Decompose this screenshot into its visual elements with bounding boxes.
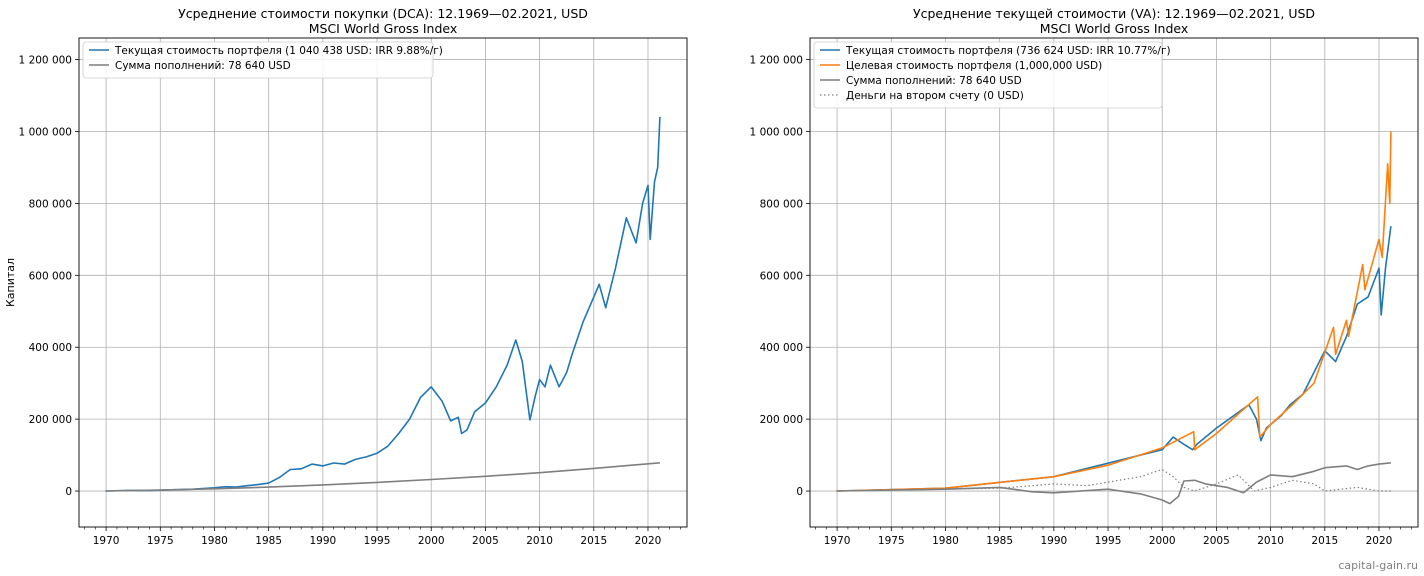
x-tick-label: 1975: [878, 535, 905, 547]
x-tick-label: 2010: [1257, 535, 1284, 547]
x-tick-label: 1970: [824, 535, 851, 547]
x-tick-label: 1970: [93, 535, 120, 547]
x-tick-label: 1995: [364, 535, 391, 547]
x-tick-label: 2010: [526, 535, 553, 547]
y-tick-label: 400 000: [29, 342, 72, 354]
series-line-1: [836, 226, 1392, 492]
legend-label-4: Деньги на втором счету (0 USD): [846, 90, 1024, 102]
series-line-2: [836, 131, 1392, 492]
axes-frame: [809, 37, 1419, 528]
legend-box: [813, 41, 1163, 109]
x-tick-label: 1980: [201, 535, 228, 547]
y-tick-label: 1 200 000: [750, 55, 803, 67]
y-tick-label: 200 000: [760, 414, 803, 426]
y-tick-label: 800 000: [29, 198, 72, 210]
x-tick-label: 2020: [1366, 535, 1393, 547]
x-tick-label: 2000: [1149, 535, 1176, 547]
chart-subtitle: MSCI World Gross Index: [1040, 21, 1189, 36]
x-tick-label: 1995: [1095, 535, 1122, 547]
x-tick-label: 2015: [580, 535, 607, 547]
x-tick-label: 1980: [932, 535, 959, 547]
y-tick-label: 0: [796, 486, 803, 498]
axes-frame: [78, 37, 688, 528]
x-tick-label: 2015: [1311, 535, 1338, 547]
x-tick-label: 1985: [986, 535, 1013, 547]
x-tick-label: 1985: [255, 535, 282, 547]
legend-label-3: Сумма пополнений: 78 640 USD: [846, 75, 1022, 87]
y-tick-label: 0: [65, 486, 72, 498]
x-tick-label: 2005: [1203, 535, 1230, 547]
series-line-2: [105, 462, 660, 492]
y-axis-label: Капитал: [4, 258, 17, 307]
y-tick-label: 200 000: [29, 414, 72, 426]
x-tick-label: 2000: [418, 535, 445, 547]
y-tick-label: 1 000 000: [750, 126, 803, 138]
chart-title: Усреднение стоимости покупки (DCA): 12.1…: [178, 6, 588, 21]
watermark: capital-gain.ru: [1338, 559, 1418, 572]
y-tick-label: 1 000 000: [19, 126, 72, 138]
series-line-3: [836, 462, 1391, 505]
legend-label-2: Целевая стоимость портфеля (1,000,000 US…: [846, 60, 1102, 72]
x-tick-label: 1990: [1040, 535, 1067, 547]
legend-box: [82, 41, 434, 79]
chart-title: Усреднение текущей стоимости (VA): 12.19…: [913, 6, 1315, 21]
y-tick-label: 400 000: [760, 342, 803, 354]
x-tick-label: 1975: [147, 535, 174, 547]
y-tick-label: 600 000: [29, 270, 72, 282]
chart-panel-1: 1970 1975 1980 1985 1990 1995 2000 2005 2010 2015…: [4, 6, 688, 547]
chart-panel-2: 1970 1975 1980 1985 1990 1995 2000 2005 2010 2015…: [750, 6, 1419, 547]
series-line-1: [105, 116, 661, 492]
legend-label-1: Текущая стоимость портфеля (736 624 USD:…: [845, 45, 1171, 57]
legend-label-1: Текущая стоимость портфеля (1 040 438 US…: [114, 45, 443, 57]
x-tick-label: 2020: [635, 535, 662, 547]
y-tick-label: 800 000: [760, 198, 803, 210]
chart-subtitle: MSCI World Gross Index: [309, 21, 458, 36]
y-tick-label: 1 200 000: [19, 55, 72, 67]
legend-label-2: Сумма пополнений: 78 640 USD: [115, 60, 291, 72]
x-tick-label: 2005: [472, 535, 499, 547]
y-tick-label: 600 000: [760, 270, 803, 282]
x-tick-label: 1990: [309, 535, 336, 547]
series-line-4: [836, 468, 1391, 492]
